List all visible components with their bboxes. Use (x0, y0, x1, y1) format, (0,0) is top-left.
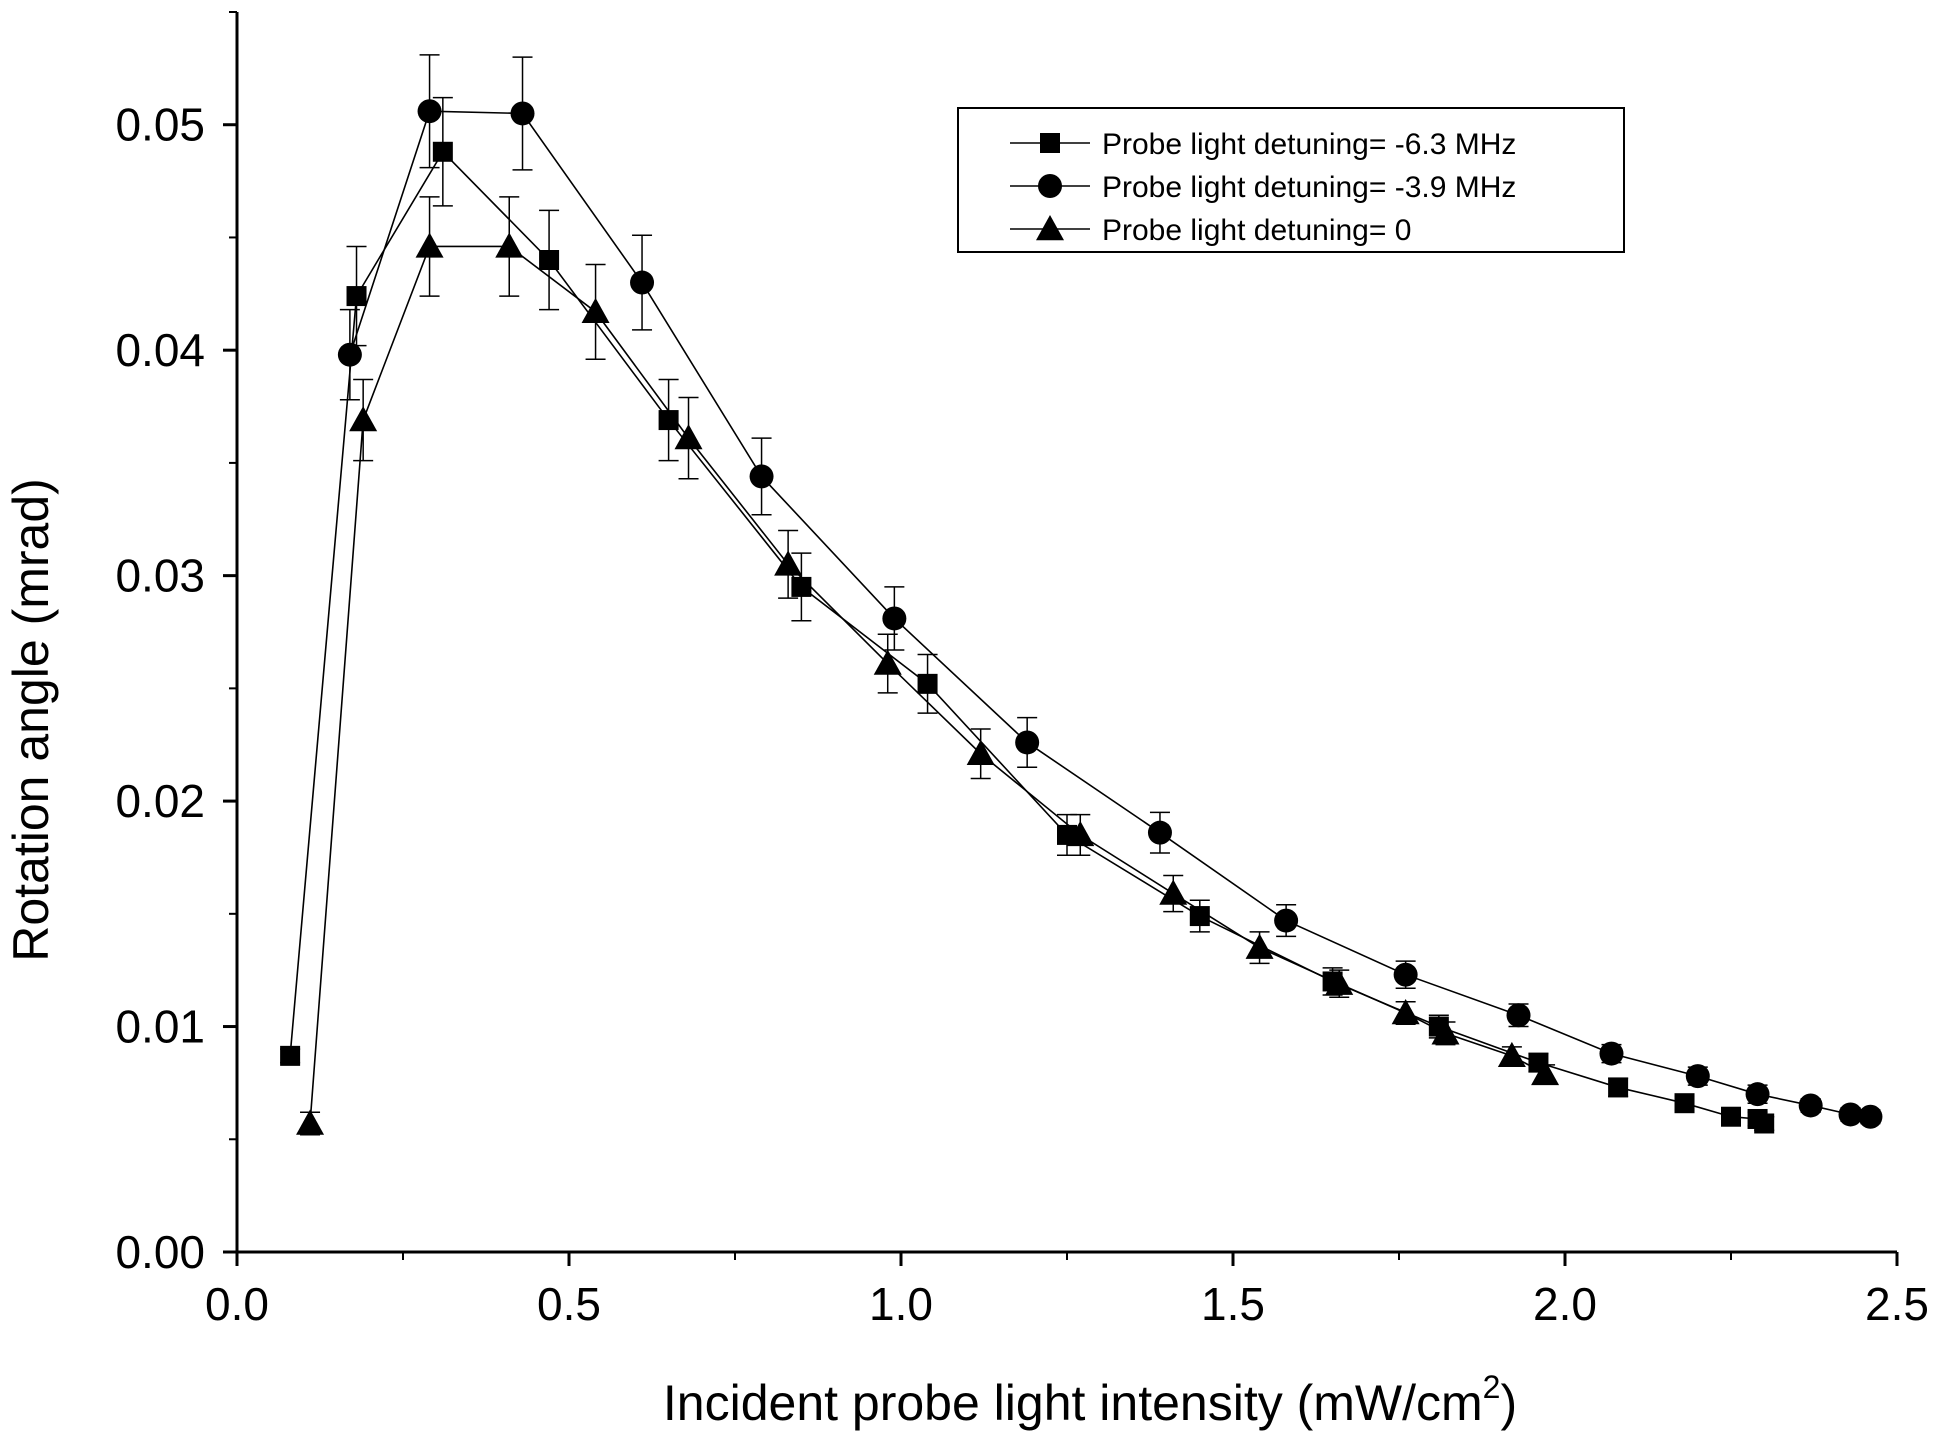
axes: 0.0 0.5 1.0 1.5 2.0 2.5 0.00 0.01 0.02 0.03 0.04 0.… (115, 11, 1929, 1330)
x-tick-label: 1.5 (1201, 1278, 1265, 1330)
data-point (1431, 1019, 1460, 1045)
data-point (1189, 906, 1210, 927)
data-point (966, 739, 995, 765)
data-point (1798, 1093, 1823, 1118)
series-circle (337, 54, 1883, 1129)
x-axis-title-main: Incident probe light intensity (mW/cm (663, 1375, 1483, 1431)
legend-label: Probe light detuning= -6.3 MHz (1102, 128, 1516, 161)
data-point (1531, 1059, 1560, 1086)
data-point (432, 141, 453, 162)
data-point (1599, 1041, 1624, 1066)
data-point (917, 673, 938, 694)
data-point (1325, 969, 1354, 995)
y-tick-label: 0.02 (115, 775, 205, 827)
x-axis-title-suffix: ) (1500, 1375, 1517, 1431)
data-point (1745, 1082, 1770, 1107)
legend-box (957, 107, 1625, 253)
data-point (296, 1109, 325, 1135)
legend-label: Probe light detuning= -3.9 MHz (1102, 171, 1516, 204)
x-tick-label: 2.0 (1533, 1278, 1597, 1330)
data-point (349, 406, 378, 432)
data-point (630, 270, 655, 295)
data-point (495, 232, 524, 258)
data-point (791, 576, 812, 597)
data-point (1393, 962, 1418, 987)
x-axis-title-superscript: 2 (1483, 1369, 1501, 1405)
data-point (1838, 1102, 1863, 1127)
data-point (749, 464, 774, 489)
data-point (1858, 1104, 1883, 1129)
data-point (1674, 1093, 1695, 1114)
data-point (1159, 879, 1188, 905)
data-point (674, 424, 703, 450)
series-triangle (296, 196, 1560, 1136)
data-point (774, 550, 803, 576)
data-point (510, 101, 535, 126)
x-tick-label: 0.5 (537, 1278, 601, 1330)
data-point (1506, 1003, 1531, 1028)
x-tick-label: 0.0 (205, 1278, 269, 1330)
legend-marker-triangle (1036, 215, 1064, 241)
data-point (1015, 730, 1040, 755)
data-point (417, 99, 442, 124)
x-axis-title: Incident probe light intensity (mW/cm2) (663, 1369, 1517, 1431)
x-tick-label: 1.0 (869, 1278, 933, 1330)
data-point (280, 1045, 301, 1066)
y-tick-label: 0.03 (115, 550, 205, 602)
series-layer (280, 54, 1883, 1136)
data-point (658, 410, 679, 431)
y-tick-label: 0.04 (115, 324, 205, 376)
data-point (1391, 999, 1420, 1025)
data-point (1754, 1113, 1775, 1134)
data-point (1147, 820, 1172, 845)
data-point (1066, 820, 1095, 847)
series-line (349, 110, 1871, 1118)
series-square (280, 96, 1775, 1134)
data-point (1245, 933, 1274, 959)
data-point (882, 606, 907, 631)
data-point (873, 649, 902, 675)
data-point (1685, 1064, 1710, 1089)
data-point (1721, 1106, 1741, 1127)
y-tick-label: 0.05 (115, 99, 205, 151)
legend-marker-circle (1038, 174, 1062, 198)
x-tick-label: 2.5 (1865, 1278, 1929, 1330)
data-point (337, 342, 362, 367)
y-tick-label: 0.01 (115, 1001, 205, 1053)
data-point (1608, 1077, 1629, 1098)
data-point (415, 232, 444, 258)
series-line (289, 150, 1765, 1125)
legend-label: Probe light detuning= 0 (1102, 214, 1411, 247)
data-point (539, 250, 560, 270)
data-point (1274, 908, 1299, 933)
data-point (346, 286, 367, 307)
data-point (1497, 1041, 1526, 1068)
data-point (581, 297, 610, 324)
y-tick-label: 0.00 (115, 1226, 205, 1278)
legend: Probe light detuning= -6.3 MHz Probe ligh… (957, 107, 1625, 253)
y-axis-title: Rotation angle (mrad) (3, 478, 59, 962)
legend-marker-square (1040, 133, 1060, 153)
